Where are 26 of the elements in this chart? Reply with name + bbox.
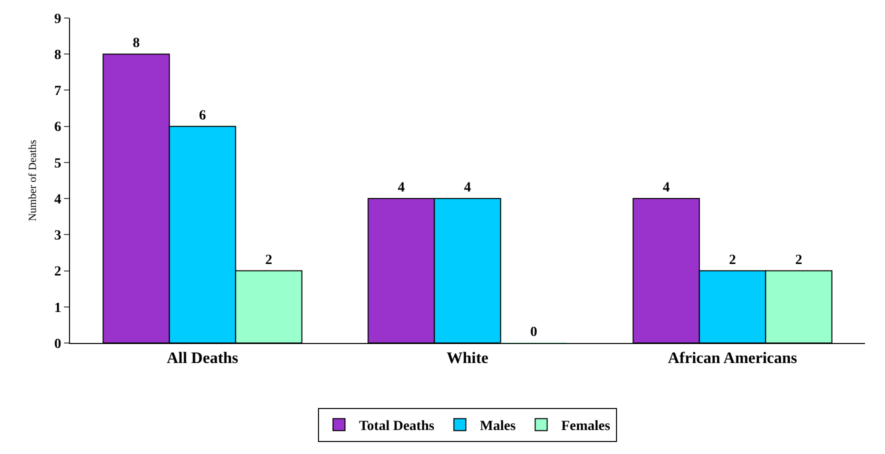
y-tick-label: 6	[54, 120, 62, 136]
y-tick-label: 5	[54, 156, 62, 172]
y-tick-label: 3	[54, 228, 62, 244]
y-tick-label: 1	[54, 300, 62, 316]
legend-label: Males	[480, 419, 516, 434]
data-label: 0	[530, 325, 538, 340]
data-label: 4	[662, 180, 670, 196]
data-label: 4	[464, 180, 472, 196]
legend-label: Females	[561, 419, 611, 434]
data-label: 2	[729, 252, 736, 268]
x-tick-label: All Deaths	[166, 350, 238, 368]
y-axis-title: Number of Deaths	[26, 140, 39, 222]
data-label: 4	[398, 180, 405, 196]
data-label: 6	[199, 108, 206, 124]
y-tick-label: 7	[54, 84, 62, 100]
y-tick-label: 0	[54, 336, 62, 352]
y-tick-label: 2	[54, 264, 62, 280]
legend-label: Total Deaths	[359, 419, 435, 434]
data-label: 2	[265, 252, 272, 268]
x-tick-label: White	[446, 350, 488, 368]
y-tick-label: 4	[54, 192, 62, 208]
data-label: 2	[795, 252, 802, 268]
data-label: 8	[132, 36, 140, 52]
x-tick-label: African Americans	[668, 350, 798, 368]
y-tick-label: 9	[54, 12, 62, 27]
y-tick-label: 8	[54, 48, 62, 64]
